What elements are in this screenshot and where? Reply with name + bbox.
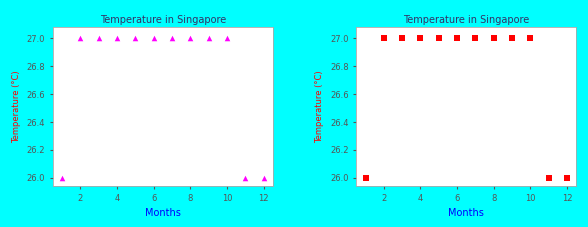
Point <box>131 37 140 40</box>
Point <box>112 37 122 40</box>
Point <box>379 37 389 40</box>
Point <box>507 37 517 40</box>
Point <box>489 37 499 40</box>
Title: Temperature in Singapore: Temperature in Singapore <box>100 15 226 25</box>
Y-axis label: Temperature (°C): Temperature (°C) <box>316 70 325 143</box>
Point <box>168 37 177 40</box>
Point <box>58 176 67 180</box>
Point <box>186 37 195 40</box>
Point <box>361 176 370 180</box>
Point <box>94 37 103 40</box>
Point <box>416 37 425 40</box>
Point <box>204 37 213 40</box>
Point <box>544 176 553 180</box>
Y-axis label: Temperature (°C): Temperature (°C) <box>12 70 21 143</box>
Point <box>452 37 462 40</box>
Point <box>149 37 158 40</box>
Point <box>397 37 407 40</box>
Point <box>240 176 250 180</box>
Title: Temperature in Singapore: Temperature in Singapore <box>403 15 529 25</box>
X-axis label: Months: Months <box>145 208 181 218</box>
Point <box>222 37 232 40</box>
Point <box>562 176 572 180</box>
Point <box>471 37 480 40</box>
Point <box>526 37 535 40</box>
Point <box>434 37 443 40</box>
Point <box>259 176 268 180</box>
X-axis label: Months: Months <box>449 208 485 218</box>
Point <box>76 37 85 40</box>
